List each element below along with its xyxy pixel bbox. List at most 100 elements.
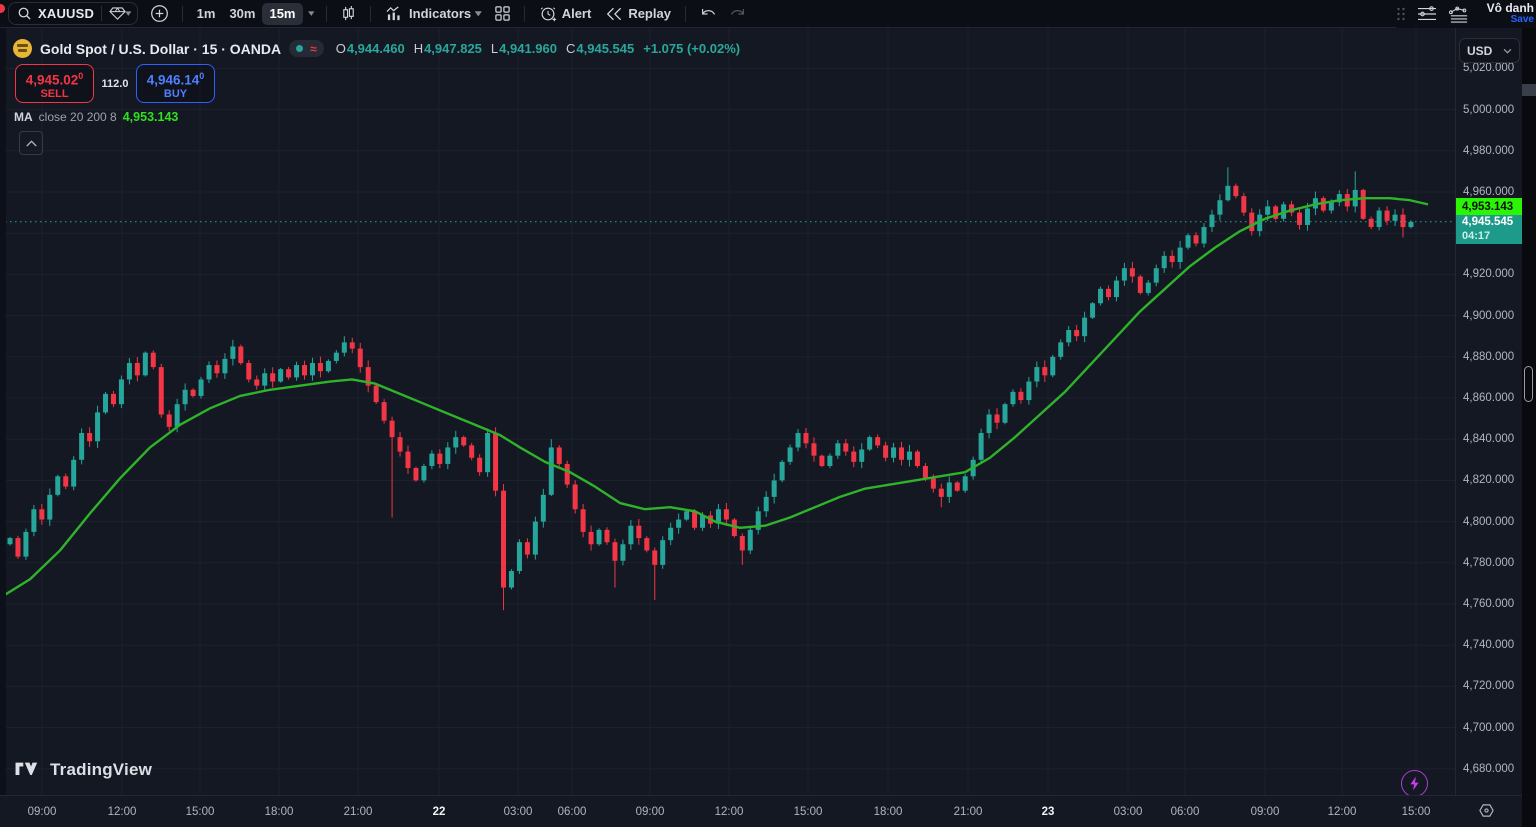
notification-dot: [0, 4, 5, 13]
alert-clock-icon: [540, 6, 556, 21]
redo-button[interactable]: [723, 2, 753, 26]
symbol-search-group: XAUUSD ▾: [8, 2, 138, 25]
price-tick-label: 4,820.000: [1463, 474, 1515, 487]
user-block[interactable]: Vô danh Save: [1482, 1, 1534, 25]
drag-handle-dots-icon[interactable]: [1396, 6, 1406, 22]
time-tick-label: 03:00: [503, 805, 533, 818]
sell-button[interactable]: 4,945.020 SELL: [15, 64, 94, 103]
right-sidebar-collapsed[interactable]: [1522, 28, 1536, 827]
tradingview-watermark[interactable]: TradingView: [14, 760, 152, 780]
ma-value: 4,953.143: [122, 110, 179, 124]
currency-label: USD: [1467, 43, 1493, 58]
symbol-title[interactable]: Gold Spot / U.S. Dollar · 15 · OANDA: [40, 40, 282, 57]
grid-layout-icon: [494, 6, 510, 21]
save-button[interactable]: Save: [1510, 14, 1534, 25]
candles-icon: [343, 5, 354, 21]
buy-button[interactable]: 4,946.140 BUY: [136, 64, 215, 103]
symbol-search-button[interactable]: XAUUSD: [38, 6, 95, 21]
price-axis[interactable]: 5,020.000 5,000.000 4,980.000 4,960.000 4,94…: [1455, 28, 1523, 795]
replay-button[interactable]: Replay: [598, 2, 678, 26]
time-day-label: 23: [1041, 805, 1055, 818]
time-axis[interactable]: 09:00 12:00 15:00 18:00 21:00 22 03:00 06:00 09:…: [0, 795, 1522, 827]
interval-1m[interactable]: 1m: [196, 5, 216, 21]
time-day-label: 22: [432, 805, 446, 818]
axis-settings-icon[interactable]: [1478, 802, 1495, 819]
ma-params: close 20 200 8: [38, 110, 117, 124]
instant-trading-button[interactable]: [1401, 770, 1428, 795]
redo-arrow-icon: [731, 8, 744, 15]
interval-menu-chevron-icon[interactable]: ▾: [307, 8, 314, 18]
time-tick-label: 12:00: [1327, 805, 1357, 818]
broker-diamond-icon[interactable]: [109, 6, 126, 21]
time-tick-label: 21:00: [953, 805, 983, 818]
chart-style-button[interactable]: [334, 2, 363, 26]
high-value: 4,947.825: [424, 41, 482, 56]
left-edge-strip: [0, 28, 6, 795]
buy-label: BUY: [163, 87, 188, 100]
time-tick-label: 12:00: [107, 805, 137, 818]
compare-add-button[interactable]: [144, 2, 175, 26]
price-tick-label: 4,960.000: [1463, 186, 1515, 198]
price-tick-label: 4,780.000: [1463, 556, 1515, 569]
price-tick-label: 4,760.000: [1463, 598, 1515, 610]
candlestick-chart[interactable]: [0, 28, 1455, 795]
symbol-legend-row: Gold Spot / U.S. Dollar · 15 · OANDA ≈ O…: [13, 39, 740, 58]
market-open-dot-icon: [296, 45, 304, 52]
time-tick-label: 18:00: [264, 805, 294, 818]
bar-countdown: 04:17: [1462, 229, 1491, 242]
price-tick-label: 5,000.000: [1463, 103, 1515, 116]
time-tick-label: 06:00: [1170, 805, 1200, 818]
ma-axis-label: 4,953.143: [1456, 198, 1523, 216]
time-tick-label: 21:00: [343, 805, 373, 818]
time-tick-label: 15:00: [185, 805, 215, 818]
spread-value: 112.0: [101, 77, 129, 90]
tune-sliders-icon[interactable]: [1416, 5, 1438, 23]
ohlc-readout: O4,944.460 H4,947.825 L4,941.960 C4,945.…: [335, 41, 741, 56]
chevron-down-icon[interactable]: ▾: [125, 8, 132, 18]
sidebar-tick: [1522, 84, 1536, 96]
tradingview-logo-icon: [15, 762, 38, 776]
price-tick-label: 4,720.000: [1463, 680, 1515, 693]
layout-grid-button[interactable]: [488, 2, 517, 26]
legend-collapse-button[interactable]: [19, 131, 43, 155]
trade-buttons-row: 4,945.020 SELL 112.0 4,946.140 BUY: [15, 64, 215, 103]
search-icon[interactable]: [17, 6, 32, 21]
chevron-up-icon: [25, 139, 37, 146]
undo-button[interactable]: [693, 2, 723, 26]
gold-coin-icon: [13, 39, 32, 58]
undo-arrow-icon: [701, 8, 715, 15]
chevron-down-icon: [1503, 48, 1512, 54]
sidebar-drag-handle[interactable]: [1524, 366, 1533, 402]
time-tick-label: 15:00: [1401, 805, 1431, 818]
price-tick-label: 4,920.000: [1463, 268, 1515, 281]
price-tick-label: 4,860.000: [1463, 392, 1515, 404]
price-tick-label: 4,700.000: [1463, 721, 1515, 734]
price-tick-label: 4,740.000: [1463, 639, 1515, 652]
time-tick-label: 09:00: [1250, 805, 1280, 818]
user-name: Vô danh: [1486, 1, 1534, 15]
time-tick-label: 09:00: [635, 805, 665, 818]
replay-rewind-icon: [607, 7, 622, 20]
sell-label: SELL: [40, 87, 69, 100]
price-tick-label: 4,900.000: [1463, 309, 1515, 322]
price-tick-label: 4,880.000: [1463, 350, 1515, 363]
last-price-axis-label: 4,945.545 04:17: [1456, 212, 1523, 244]
delayed-data-icon: ≈: [310, 41, 317, 56]
lightning-bolt-icon: [1410, 776, 1419, 791]
ma-indicator-legend[interactable]: MA close 20 200 8 4,953.143: [14, 110, 178, 124]
chart-pane[interactable]: Gold Spot / U.S. Dollar · 15 · OANDA ≈ O…: [0, 28, 1455, 795]
layout-manager-icon[interactable]: [1448, 5, 1470, 23]
close-value: 4,945.545: [576, 41, 635, 56]
currency-selector[interactable]: USD: [1459, 38, 1520, 63]
interval-30m[interactable]: 30m: [229, 5, 256, 21]
indicators-button[interactable]: Indicators ▾: [378, 2, 488, 26]
interval-15m-selected[interactable]: 15m: [262, 2, 303, 25]
price-tick-label: 4,680.000: [1463, 762, 1515, 775]
indicators-chevron-icon[interactable]: ▾: [475, 8, 482, 18]
alert-button[interactable]: Alert: [532, 2, 599, 26]
price-tick-label: 5,020.000: [1463, 62, 1515, 75]
price-tick-label: 4,840.000: [1463, 433, 1515, 446]
market-status-pill[interactable]: ≈: [289, 40, 324, 57]
time-tick-label: 12:00: [714, 805, 744, 818]
